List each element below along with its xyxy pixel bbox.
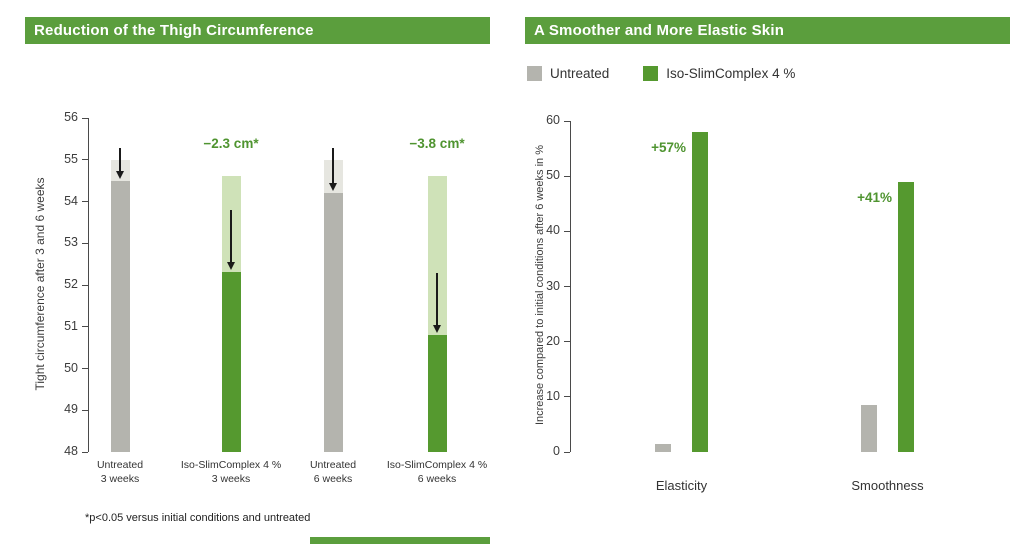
right-y-tick — [564, 286, 570, 287]
right-y-tick — [564, 175, 570, 177]
left-y-tick-label: 56 — [64, 110, 78, 124]
isoslimcomplex-bar — [898, 181, 914, 452]
isoslimcomplex-bar — [692, 132, 708, 452]
left-y-tick-label: 55 — [64, 151, 78, 166]
left-y-tick-label: 52 — [64, 277, 78, 291]
bottom-partial-green-bar — [310, 537, 490, 544]
right-y-tick — [564, 120, 570, 122]
left-chart-title: Reduction of the Thigh Circumference — [34, 22, 314, 39]
bar-final-segment — [323, 193, 343, 452]
reduction-arrow-line — [332, 147, 334, 185]
left-x-category-label: Iso-SlimComplex 4 % 6 weeks — [386, 459, 488, 485]
right-y-axis-title: Increase compared to initial conditions … — [534, 144, 546, 426]
right-x-category-label: Elasticity — [655, 478, 708, 493]
untreated-legend-swatch-icon — [527, 66, 542, 81]
left-y-tick-label: 48 — [64, 444, 78, 458]
left-y-tick — [82, 117, 88, 119]
right-chart-title: A Smoother and More Elastic Skin — [534, 22, 785, 39]
left-y-tick — [82, 368, 88, 369]
reduction-arrow-head-icon — [115, 170, 124, 179]
reduction-annotation: −3.8 cm* — [409, 136, 465, 151]
bar-initial-segment — [221, 176, 241, 273]
increase-annotation: +41% — [857, 189, 892, 205]
right-y-axis-line — [570, 121, 571, 452]
right-y-tick — [564, 396, 570, 398]
left-y-tick — [82, 326, 88, 328]
left-x-category-label: Iso-SlimComplex 4 % 3 weeks — [180, 459, 282, 485]
left-y-tick-label: 51 — [64, 318, 78, 333]
left-chart-header: Reduction of the Thigh Circumference — [25, 17, 490, 44]
left-y-tick — [82, 201, 88, 202]
left-y-tick-label: 54 — [64, 193, 78, 208]
untreated-legend-label: Untreated — [550, 66, 610, 81]
isoslimcomplex-legend-swatch-icon — [643, 66, 659, 81]
legend-item-isoslimcomplex: Iso-SlimComplex 4 % — [643, 66, 795, 81]
reduction-arrow-head-icon — [328, 183, 337, 192]
right-y-tick — [564, 451, 570, 453]
left-y-axis-title: Tight circumference after 3 and 6 weeks — [33, 177, 47, 391]
reduction-arrow-line — [230, 210, 232, 264]
left-chart-footnote: *p<0.05 versus initial conditions and un… — [85, 512, 311, 524]
increase-annotation: +57% — [651, 140, 686, 156]
left-y-tick — [82, 451, 88, 453]
bar-initial-segment — [110, 159, 130, 181]
untreated-bar — [861, 405, 877, 452]
isoslimcomplex-legend-label: Iso-SlimComplex 4 % — [666, 66, 796, 81]
left-x-category-label: Untreated 6 weeks — [309, 459, 357, 485]
reduction-arrow-line — [119, 147, 121, 172]
bar-initial-segment — [427, 176, 447, 336]
legend-item-untreated: Untreated — [527, 66, 609, 81]
right-y-tick — [564, 230, 570, 232]
bar-final-segment — [427, 335, 447, 452]
left-y-tick — [82, 242, 88, 244]
bar-initial-segment — [323, 159, 343, 194]
left-y-axis-line — [88, 118, 89, 452]
left-y-tick-label: 53 — [64, 235, 78, 250]
untreated-bar — [655, 443, 671, 452]
bar-final-segment — [221, 272, 241, 452]
reduction-arrow-line — [436, 273, 438, 327]
left-y-tick — [82, 409, 88, 411]
left-y-tick-label: 50 — [64, 360, 78, 375]
left-x-category-label: Untreated 3 weeks — [96, 459, 144, 485]
reduction-arrow-head-icon — [432, 325, 441, 334]
left-y-tick — [82, 159, 88, 161]
right-y-tick — [564, 341, 570, 343]
right-chart-legend: Untreated Iso-SlimComplex 4 % — [527, 66, 795, 81]
right-chart-header: A Smoother and More Elastic Skin — [525, 17, 1010, 44]
reduction-arrow-head-icon — [226, 262, 235, 271]
bar-final-segment — [110, 180, 130, 452]
reduction-annotation: −2.3 cm* — [203, 136, 259, 151]
left-y-tick — [82, 284, 88, 286]
left-y-tick-label: 49 — [64, 402, 78, 417]
right-x-category-label: Smoothness — [851, 478, 924, 493]
